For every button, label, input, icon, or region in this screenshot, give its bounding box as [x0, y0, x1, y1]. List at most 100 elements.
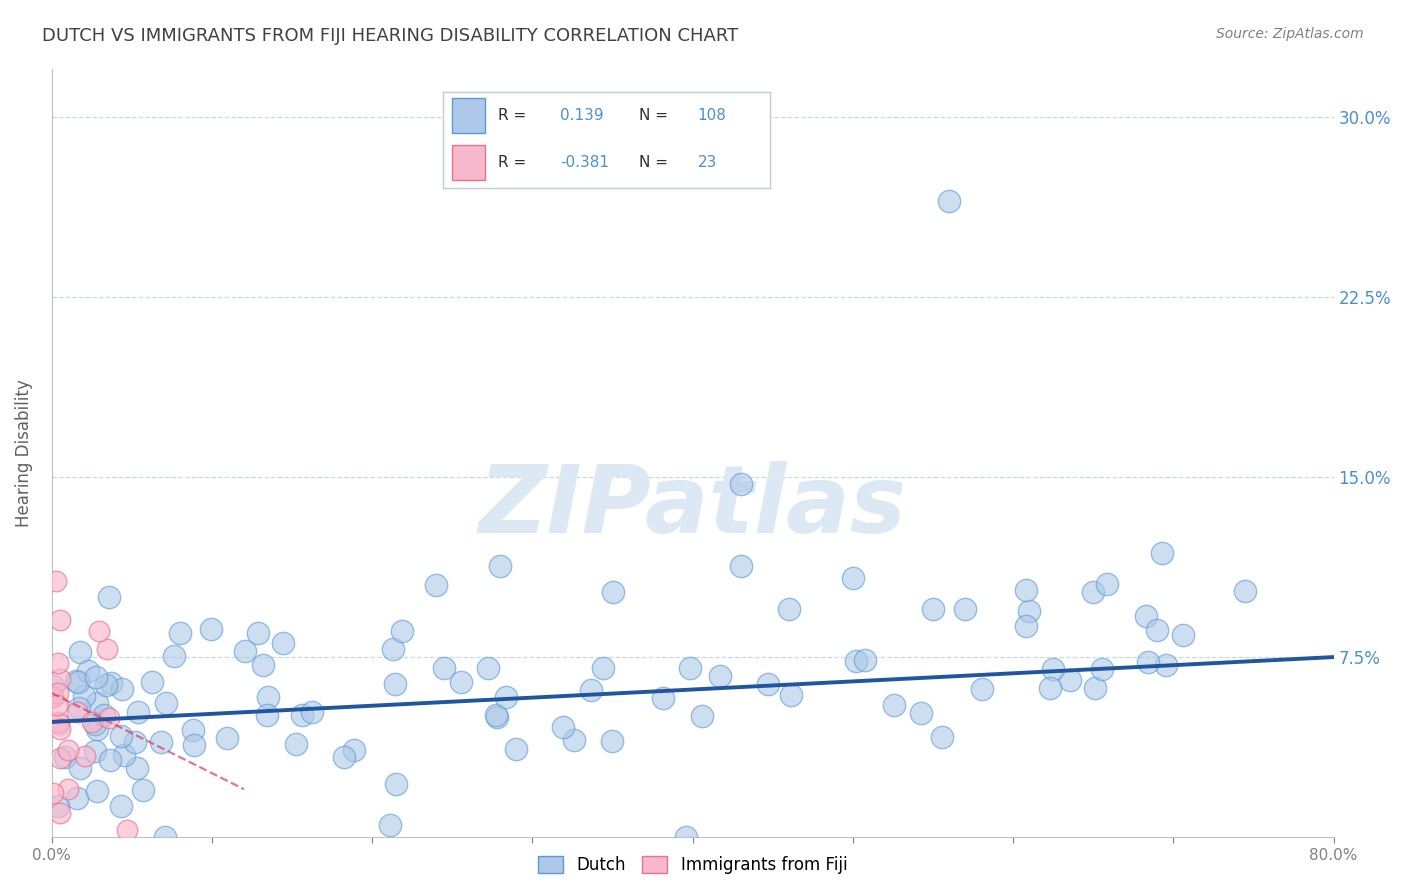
Point [49, 806, 72, 821]
Point [42, 786, 65, 800]
Point [66, 674, 89, 689]
Point [48, 751, 70, 765]
Point [1091, 662, 1114, 676]
Point [56, 743, 79, 757]
Point [132, 782, 155, 797]
Point [285, 738, 308, 752]
Point [127, 761, 149, 775]
Point [97, 711, 120, 725]
Point [484, 707, 506, 722]
Legend: Dutch, Immigrants from Fiji: Dutch, Immigrants from Fiji [530, 848, 856, 883]
Point [48, 717, 70, 731]
Text: DUTCH VS IMMIGRANTS FROM FIJI HEARING DISABILITY CORRELATION CHART: DUTCH VS IMMIGRANTS FROM FIJI HEARING DI… [42, 27, 738, 45]
Point [1084, 681, 1107, 695]
Point [391, 624, 413, 638]
Point [86, 723, 108, 737]
Point [75, 748, 97, 763]
Point [495, 690, 517, 705]
Point [169, 626, 191, 640]
Point [84, 670, 107, 684]
Point [98, 753, 121, 767]
Point [100, 676, 122, 690]
Point [271, 636, 294, 650]
Point [96, 678, 118, 692]
Point [66, 791, 89, 805]
Point [1146, 623, 1168, 637]
Point [183, 738, 205, 752]
Point [127, 706, 149, 720]
Point [84, 717, 107, 731]
Point [332, 750, 354, 764]
Point [679, 660, 702, 674]
Point [124, 735, 146, 749]
Point [1135, 609, 1157, 624]
Point [505, 742, 527, 756]
Point [730, 558, 752, 573]
Point [77, 664, 100, 678]
Point [86, 696, 108, 710]
Point [489, 558, 512, 573]
Point [48, 686, 70, 700]
Point [48, 613, 70, 627]
Point [343, 743, 366, 757]
Point [66, 705, 89, 719]
Point [602, 585, 624, 599]
Point [450, 675, 472, 690]
Point [87, 624, 110, 638]
Point [1136, 655, 1159, 669]
Text: Source: ZipAtlas.com: Source: ZipAtlas.com [1216, 27, 1364, 41]
Point [1018, 604, 1040, 618]
Point [153, 830, 176, 845]
Point [301, 705, 323, 719]
Point [779, 688, 801, 702]
Point [181, 723, 204, 737]
Point [49, 672, 72, 686]
Point [581, 683, 603, 698]
Point [433, 661, 456, 675]
Point [56, 782, 79, 797]
Point [141, 674, 163, 689]
Point [115, 823, 138, 838]
Point [111, 682, 134, 697]
Point [41, 690, 63, 705]
Point [778, 602, 800, 616]
Point [845, 654, 868, 668]
Point [600, 734, 623, 748]
Point [381, 642, 404, 657]
Text: ZIPatlas: ZIPatlas [478, 460, 907, 553]
Point [1156, 657, 1178, 672]
Point [46, 698, 69, 712]
Point [53, 749, 76, 764]
Point [67, 701, 90, 715]
Point [69, 761, 91, 775]
Point [69, 645, 91, 659]
Point [46, 799, 69, 814]
Point [592, 661, 614, 675]
Point [110, 799, 132, 814]
Point [86, 784, 108, 798]
Point [217, 731, 239, 745]
Point [562, 732, 585, 747]
Point [1014, 619, 1036, 633]
Point [910, 706, 932, 721]
Point [1014, 582, 1036, 597]
Y-axis label: Hearing Disability: Hearing Disability [15, 379, 32, 527]
Point [842, 571, 865, 585]
Point [93, 707, 115, 722]
Point [477, 661, 499, 675]
Point [233, 644, 256, 658]
Point [385, 776, 408, 790]
Point [378, 818, 401, 832]
Point [675, 830, 697, 845]
Point [200, 622, 222, 636]
Point [96, 642, 118, 657]
Point [42, 690, 65, 705]
Point [1039, 681, 1062, 696]
Point [291, 707, 314, 722]
Point [922, 602, 945, 616]
Point [112, 747, 135, 762]
Point [1171, 628, 1194, 642]
Point [1233, 584, 1256, 599]
Point [45, 574, 67, 588]
Point [48, 722, 70, 736]
